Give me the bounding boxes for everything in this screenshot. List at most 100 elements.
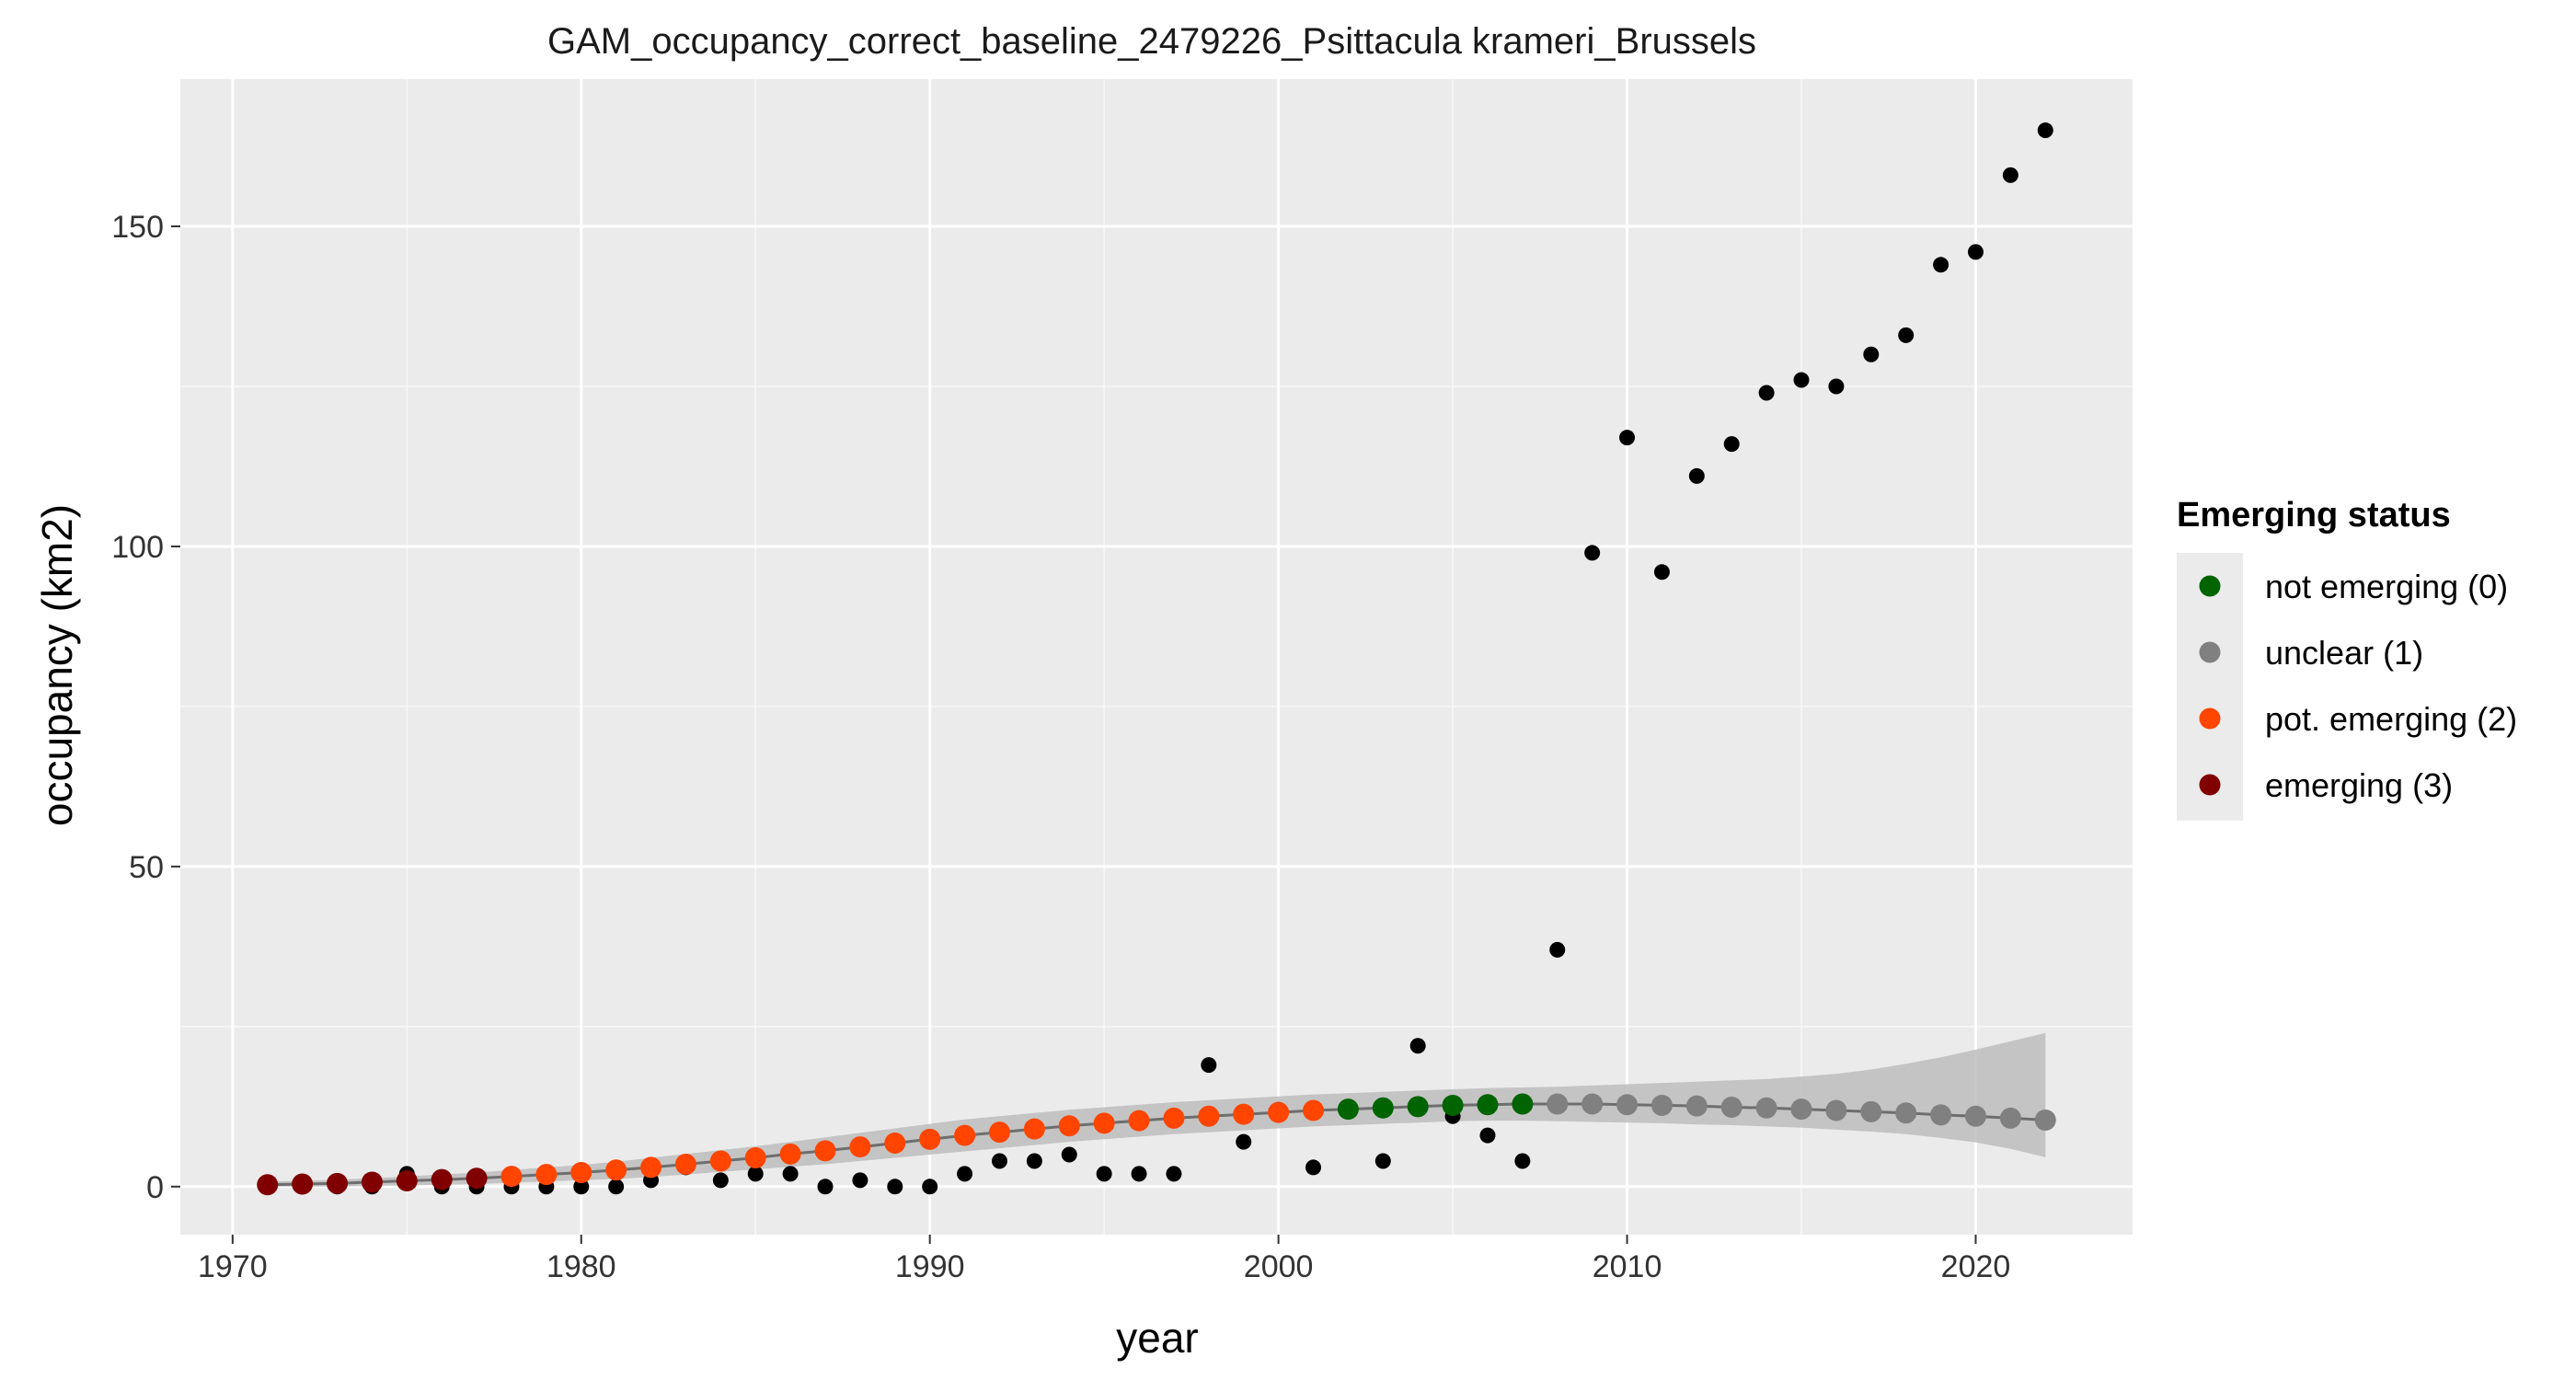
legend-key — [2199, 707, 2221, 730]
status-point — [500, 1166, 523, 1188]
x-tick-label: 2010 — [1593, 1249, 1662, 1284]
status-point — [1895, 1102, 1917, 1124]
legend-label: emerging (3) — [2265, 766, 2453, 804]
status-point — [1093, 1112, 1115, 1134]
status-point — [1930, 1104, 1952, 1126]
status-point — [744, 1146, 766, 1168]
observed-point — [1793, 372, 1810, 388]
y-tick-label: 100 — [111, 530, 164, 565]
observed-point — [747, 1166, 764, 1182]
status-point — [884, 1132, 906, 1154]
observed-point — [1584, 545, 1601, 561]
x-tick-label: 1990 — [895, 1249, 965, 1284]
x-tick-label: 2020 — [1941, 1249, 2011, 1284]
status-point — [1477, 1094, 1499, 1116]
status-point — [1825, 1099, 1847, 1121]
major-gridlines — [180, 79, 2133, 1235]
status-point — [1720, 1097, 1742, 1119]
y-tick-label: 0 — [146, 1170, 164, 1205]
x-axis: 1970 1980 1990 2000 2010 2020 — [198, 1235, 2010, 1284]
plot-panel — [180, 79, 2133, 1235]
x-tick-label: 1970 — [198, 1249, 268, 1284]
status-point — [1581, 1093, 1604, 1115]
observed-point — [1967, 244, 1984, 260]
observed-point — [1131, 1166, 1147, 1182]
observed-point — [1409, 1038, 1426, 1054]
observed-point — [573, 1179, 590, 1195]
status-point — [292, 1173, 314, 1195]
legend: Emerging status not emerging (0) unclear … — [2177, 496, 2517, 821]
observed-point — [1061, 1146, 1077, 1163]
minor-gridlines — [180, 79, 2133, 1235]
y-tick-label: 50 — [129, 850, 164, 885]
legend-label: pot. emerging (2) — [2265, 700, 2517, 738]
status-point — [2034, 1109, 2056, 1131]
status-point — [1303, 1099, 1325, 1121]
observed-point — [1758, 385, 1775, 401]
status-point — [1128, 1110, 1150, 1132]
observed-point — [852, 1172, 868, 1189]
status-point — [1755, 1097, 1777, 1119]
observed-point — [1305, 1159, 1322, 1176]
status-point — [1860, 1100, 1882, 1122]
status-point — [570, 1162, 592, 1184]
observed-point — [1688, 467, 1705, 484]
status-point — [849, 1136, 871, 1158]
observed-point — [991, 1153, 1007, 1169]
observed-point — [1166, 1166, 1182, 1182]
status-point — [1407, 1096, 1429, 1118]
legend-key — [2199, 774, 2221, 796]
observed-point — [2002, 167, 2018, 183]
status-point — [1337, 1098, 1359, 1121]
status-point — [954, 1124, 976, 1146]
status-point — [1685, 1095, 1708, 1117]
status-point — [779, 1143, 801, 1165]
status-point — [1964, 1105, 1986, 1127]
status-point — [535, 1164, 558, 1186]
status-point — [1512, 1093, 1534, 1115]
observed-point — [1653, 564, 1670, 581]
status-point — [709, 1150, 731, 1172]
legend-entries: not emerging (0) unclear (1) pot. emerging… — [2199, 568, 2517, 804]
observed-point — [1479, 1127, 1496, 1144]
status-point — [1616, 1094, 1639, 1116]
observed-point — [1898, 327, 1915, 343]
status-point — [1058, 1115, 1080, 1137]
status-point — [1790, 1098, 1812, 1121]
status-point — [1547, 1093, 1569, 1115]
status-point — [396, 1170, 418, 1192]
status-point — [327, 1172, 349, 1194]
status-point — [1023, 1118, 1045, 1140]
observed-point — [1096, 1166, 1112, 1182]
x-tick-label: 2000 — [1244, 1249, 1314, 1284]
x-axis-title: year — [1116, 1314, 1198, 1362]
status-point — [1233, 1103, 1255, 1125]
status-point — [1372, 1097, 1394, 1119]
status-point — [1442, 1094, 1464, 1116]
status-point — [257, 1174, 279, 1196]
status-point — [1268, 1101, 1290, 1123]
observed-point — [817, 1179, 834, 1195]
status-point — [605, 1159, 627, 1181]
status-point — [361, 1171, 383, 1193]
legend-label: not emerging (0) — [2265, 568, 2508, 605]
x-tick-label: 1980 — [546, 1249, 616, 1284]
observed-point — [1863, 346, 1880, 362]
status-point — [466, 1167, 488, 1190]
status-point — [988, 1121, 1010, 1144]
observed-point — [782, 1166, 799, 1182]
status-point — [431, 1168, 453, 1190]
status-point — [1163, 1107, 1185, 1129]
status-point — [919, 1128, 941, 1150]
legend-label: unclear (1) — [2265, 634, 2423, 672]
y-axis: 0 50 100 150 — [111, 210, 180, 1205]
observed-point — [1723, 436, 1740, 453]
legend-title: Emerging status — [2177, 496, 2451, 535]
y-axis-title: occupancy (km2) — [33, 504, 81, 826]
observed-point — [1236, 1133, 1252, 1150]
status-points — [257, 1093, 2056, 1196]
confidence-band — [267, 1032, 2046, 1187]
observed-point — [957, 1166, 973, 1182]
status-point — [640, 1156, 662, 1179]
legend-key — [2199, 641, 2221, 663]
